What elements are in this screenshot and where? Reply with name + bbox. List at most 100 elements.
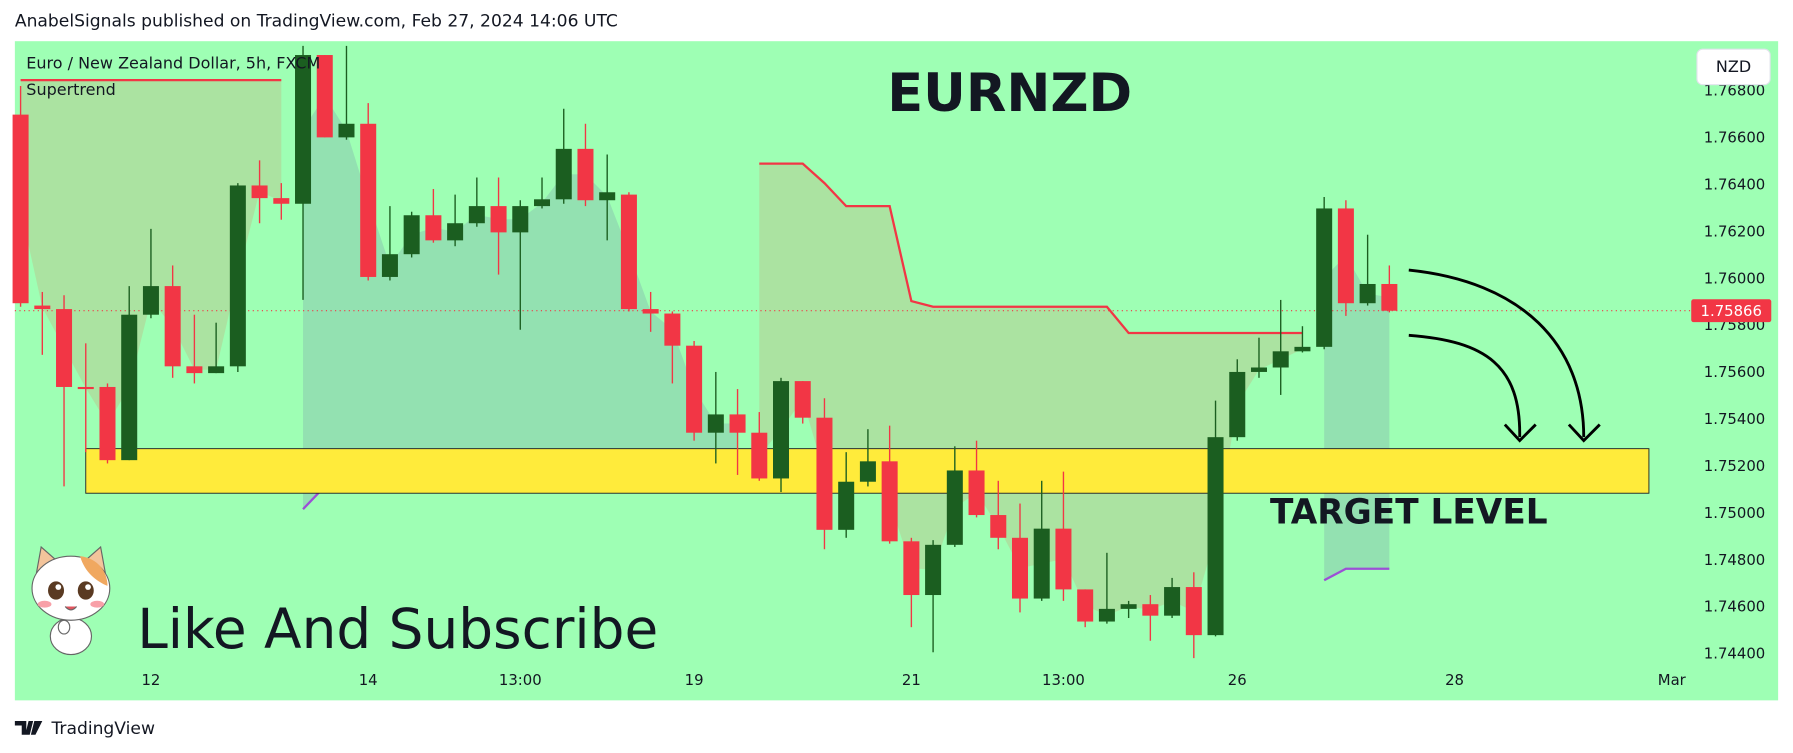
currency-box[interactable]: [1696, 48, 1771, 86]
mascot: [31, 545, 111, 656]
logo-mark: [14, 720, 43, 735]
candle-body: [1229, 371, 1246, 438]
candle-body: [425, 215, 442, 241]
subscribe-text: Like And Subscribe: [137, 597, 658, 661]
candle-body: [1359, 283, 1376, 304]
symbol-description: Euro / New Zealand Dollar, 5h, FXCM: [26, 54, 320, 73]
brand-name: TradingView: [50, 719, 155, 739]
mascot-patch: [80, 556, 108, 586]
x-tick-label: 14: [359, 671, 378, 689]
candle-body: [1250, 367, 1267, 372]
candle-body: [447, 223, 464, 241]
x-tick-label: 12: [141, 671, 160, 689]
candle-body: [577, 148, 594, 201]
candle-body: [1272, 351, 1289, 368]
candle-body: [599, 192, 616, 201]
candle-body: [99, 386, 116, 461]
candle-body: [360, 123, 377, 277]
candle-body: [403, 215, 420, 255]
candle-body: [816, 417, 833, 530]
candle-body: [316, 55, 333, 138]
candle-body: [164, 286, 181, 367]
mascot-blush: [90, 600, 105, 608]
candle-body: [925, 544, 942, 596]
mascot-blush: [37, 600, 52, 608]
candle-body: [490, 206, 507, 233]
candle-body: [838, 481, 855, 530]
publish-info: AnabelSignals published on TradingView.c…: [15, 12, 618, 32]
target-label: TARGET LEVEL: [1270, 492, 1548, 532]
x-tick-label: 13:00: [1042, 671, 1085, 689]
candle-body: [512, 206, 529, 233]
y-tick-label: 1.75400: [1704, 410, 1765, 428]
candle-body: [142, 286, 159, 315]
candle-body: [186, 366, 203, 374]
candle-body: [1011, 537, 1029, 599]
candle-body: [859, 461, 876, 482]
supertrend-line: [1323, 567, 1390, 582]
candle-body: [881, 461, 898, 542]
x-tick-label: 19: [685, 671, 704, 689]
y-tick-label: 1.75000: [1704, 504, 1765, 522]
arrow: [1408, 268, 1586, 438]
candle-body: [251, 185, 268, 199]
candle-body: [1185, 587, 1202, 636]
candle-body: [686, 345, 703, 433]
currency-label[interactable]: NZD: [1716, 57, 1751, 76]
candle-body: [642, 309, 659, 314]
candle-body: [794, 381, 811, 418]
mascot-mouth: [64, 606, 78, 611]
candle-body: [1207, 437, 1224, 636]
supertrend-line: [759, 162, 1303, 335]
candle-body: [946, 470, 963, 545]
y-tick-label: 1.76800: [1704, 82, 1765, 100]
arrow-head: [1567, 423, 1601, 443]
candle-body: [273, 198, 290, 204]
last-price-box: [1691, 299, 1772, 323]
candle-body: [1077, 589, 1094, 622]
candle-body: [990, 515, 1007, 538]
mascot-eye-shine: [85, 584, 91, 590]
candle-body: [620, 194, 637, 310]
candle-body: [208, 366, 225, 374]
x-tick-label: 28: [1445, 671, 1464, 689]
candle-body: [229, 185, 246, 367]
y-tick-label: 1.75200: [1704, 457, 1765, 475]
y-tick-label: 1.74400: [1704, 645, 1765, 663]
candle-body: [56, 309, 73, 387]
candle-body: [12, 114, 29, 304]
trend-fill: [1324, 255, 1390, 581]
candle-body: [707, 414, 724, 433]
candle-body: [729, 414, 746, 433]
candle-body: [1055, 528, 1072, 590]
axis-layer: 1.74400 1.74600 1.74800 1.75000 1.75200 1.754…: [141, 82, 1772, 689]
candle-body: [121, 314, 138, 461]
indicator-legend: Supertrend: [26, 80, 115, 99]
candle-body: [77, 386, 94, 390]
mascot-paw: [57, 619, 71, 635]
candle-body: [534, 199, 551, 207]
y-tick-label: 1.75600: [1704, 363, 1765, 381]
candle-body: [1120, 604, 1137, 609]
candle-body: [903, 541, 920, 596]
y-tick-label: 1.74600: [1704, 598, 1765, 616]
candle-body: [1294, 346, 1311, 352]
x-tick-label: 26: [1228, 671, 1247, 689]
x-tick-label: 13:00: [499, 671, 542, 689]
candle-body: [34, 305, 51, 310]
y-tick-label: 1.76000: [1704, 269, 1765, 287]
x-tick-label: Mar: [1658, 671, 1687, 689]
candle-body: [751, 432, 768, 479]
candle-body: [1316, 208, 1333, 347]
y-tick-label: 1.76600: [1704, 129, 1765, 147]
y-tick-label: 1.76400: [1704, 175, 1765, 193]
mascot-eye: [48, 581, 65, 600]
candle-body: [1337, 208, 1354, 304]
candle-body: [664, 313, 681, 346]
candle-body: [1164, 587, 1181, 616]
candle-body: [1142, 604, 1159, 616]
mascot-eye: [77, 581, 94, 600]
candle-body: [295, 55, 312, 204]
candle-body: [1033, 528, 1050, 599]
